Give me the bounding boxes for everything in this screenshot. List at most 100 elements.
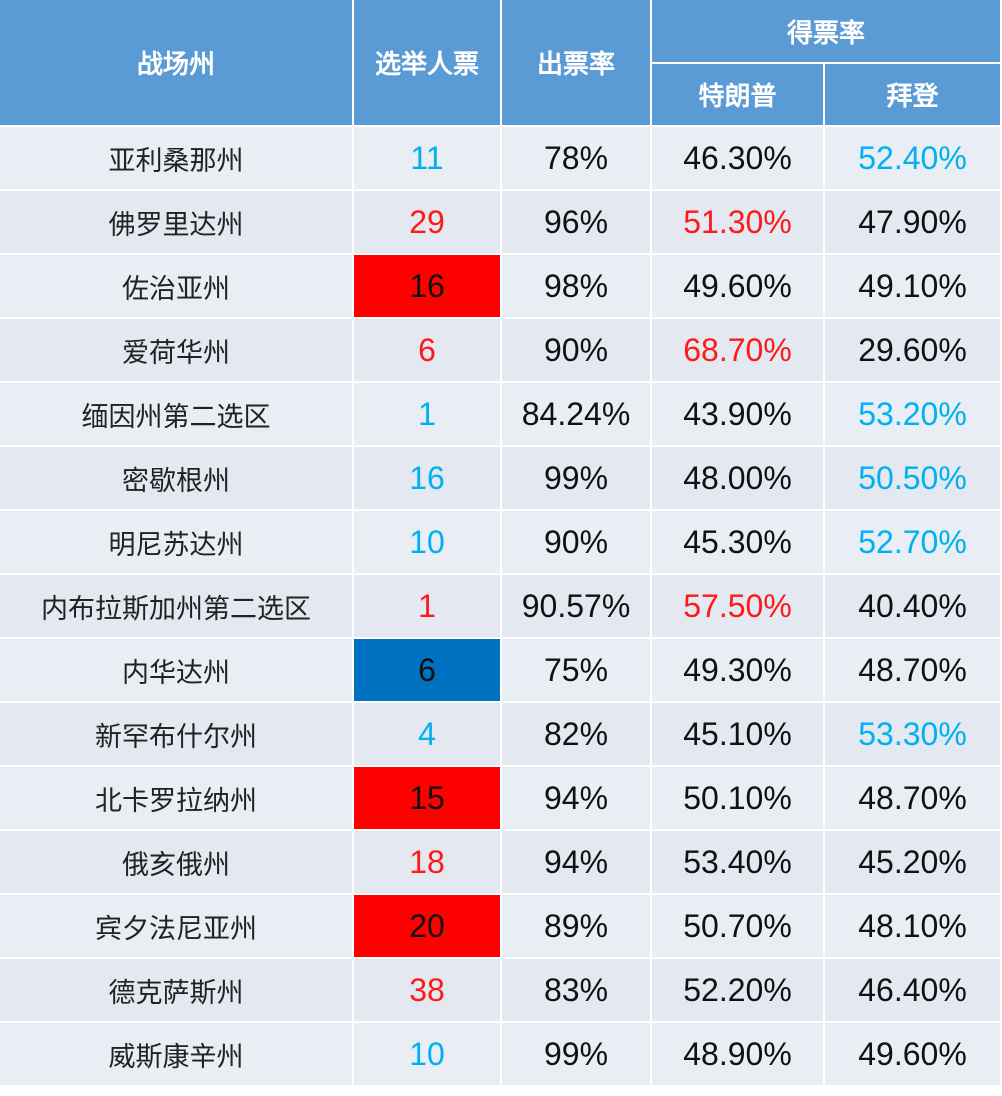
trump-share-cell: 53.40% (652, 831, 825, 895)
electoral-votes-cell: 10 (354, 511, 502, 575)
state-cell: 内华达州 (0, 639, 354, 703)
state-cell: 俄亥俄州 (0, 831, 354, 895)
state-cell: 宾夕法尼亚州 (0, 895, 354, 959)
header-biden: 拜登 (825, 64, 1001, 127)
biden-share-cell: 50.50% (825, 447, 1001, 511)
state-cell: 明尼苏达州 (0, 511, 354, 575)
state-cell: 内布拉斯加州第二选区 (0, 575, 354, 639)
table-row: 爱荷华州 6 90% 68.70% 29.60% (0, 319, 1001, 383)
biden-share-cell: 53.30% (825, 703, 1001, 767)
table-row: 俄亥俄州 18 94% 53.40% 45.20% (0, 831, 1001, 895)
trump-share-cell: 51.30% (652, 191, 825, 255)
electoral-votes-cell: 16 (354, 447, 502, 511)
table-row: 明尼苏达州 10 90% 45.30% 52.70% (0, 511, 1001, 575)
trump-share-cell: 45.30% (652, 511, 825, 575)
table-row: 亚利桑那州 11 78% 46.30% 52.40% (0, 127, 1001, 191)
turnout-cell: 84.24% (502, 383, 652, 447)
trump-share-cell: 46.30% (652, 127, 825, 191)
header-electoral-votes: 选举人票 (354, 0, 502, 127)
state-cell: 德克萨斯州 (0, 959, 354, 1023)
turnout-cell: 98% (502, 255, 652, 319)
electoral-votes-cell: 1 (354, 575, 502, 639)
electoral-votes-cell: 29 (354, 191, 502, 255)
header-vote-share: 得票率 (652, 0, 1001, 64)
biden-share-cell: 47.90% (825, 191, 1001, 255)
trump-share-cell: 49.60% (652, 255, 825, 319)
state-cell: 密歇根州 (0, 447, 354, 511)
electoral-votes-cell: 38 (354, 959, 502, 1023)
biden-share-cell: 53.20% (825, 383, 1001, 447)
table-row: 内华达州 6 75% 49.30% 48.70% (0, 639, 1001, 703)
biden-share-cell: 48.70% (825, 639, 1001, 703)
electoral-votes-cell: 6 (354, 319, 502, 383)
biden-share-cell: 29.60% (825, 319, 1001, 383)
biden-share-cell: 48.10% (825, 895, 1001, 959)
table-row: 德克萨斯州 38 83% 52.20% 46.40% (0, 959, 1001, 1023)
state-cell: 缅因州第二选区 (0, 383, 354, 447)
electoral-votes-cell: 15 (354, 767, 502, 831)
table-row: 新罕布什尔州 4 82% 45.10% 53.30% (0, 703, 1001, 767)
header-subrow: 特朗普 拜登 (0, 64, 1001, 127)
turnout-cell: 90% (502, 511, 652, 575)
turnout-cell: 78% (502, 127, 652, 191)
biden-share-cell: 52.70% (825, 511, 1001, 575)
electoral-votes-cell: 4 (354, 703, 502, 767)
state-cell: 佛罗里达州 (0, 191, 354, 255)
table-row: 宾夕法尼亚州 20 89% 50.70% 48.10% (0, 895, 1001, 959)
table-row: 威斯康辛州 10 99% 48.90% 49.60% (0, 1023, 1001, 1087)
trump-share-cell: 48.00% (652, 447, 825, 511)
trump-share-cell: 50.10% (652, 767, 825, 831)
table-row: 内布拉斯加州第二选区 1 90.57% 57.50% 40.40% (0, 575, 1001, 639)
state-cell: 新罕布什尔州 (0, 703, 354, 767)
header-trump: 特朗普 (652, 64, 825, 127)
trump-share-cell: 48.90% (652, 1023, 825, 1087)
electoral-votes-cell: 11 (354, 127, 502, 191)
state-cell: 亚利桑那州 (0, 127, 354, 191)
turnout-cell: 90% (502, 319, 652, 383)
trump-share-cell: 68.70% (652, 319, 825, 383)
table-row: 佐治亚州 16 98% 49.60% 49.10% (0, 255, 1001, 319)
trump-share-cell: 43.90% (652, 383, 825, 447)
turnout-cell: 94% (502, 767, 652, 831)
state-cell: 佐治亚州 (0, 255, 354, 319)
turnout-cell: 89% (502, 895, 652, 959)
electoral-votes-cell: 6 (354, 639, 502, 703)
state-cell: 爱荷华州 (0, 319, 354, 383)
turnout-cell: 94% (502, 831, 652, 895)
turnout-cell: 99% (502, 447, 652, 511)
trump-share-cell: 45.10% (652, 703, 825, 767)
table-row: 北卡罗拉纳州 15 94% 50.10% 48.70% (0, 767, 1001, 831)
biden-share-cell: 40.40% (825, 575, 1001, 639)
turnout-cell: 83% (502, 959, 652, 1023)
electoral-votes-cell: 20 (354, 895, 502, 959)
biden-share-cell: 46.40% (825, 959, 1001, 1023)
turnout-cell: 75% (502, 639, 652, 703)
trump-share-cell: 49.30% (652, 639, 825, 703)
turnout-cell: 99% (502, 1023, 652, 1087)
electoral-votes-cell: 18 (354, 831, 502, 895)
table-row: 缅因州第二选区 1 84.24% 43.90% 53.20% (0, 383, 1001, 447)
state-cell: 威斯康辛州 (0, 1023, 354, 1087)
turnout-cell: 82% (502, 703, 652, 767)
turnout-cell: 90.57% (502, 575, 652, 639)
header-row: 战场州 选举人票 出票率 得票率 (0, 0, 1001, 127)
table-row: 密歇根州 16 99% 48.00% 50.50% (0, 447, 1001, 511)
header-state: 战场州 (0, 0, 354, 127)
trump-share-cell: 57.50% (652, 575, 825, 639)
electoral-votes-cell: 16 (354, 255, 502, 319)
electoral-votes-cell: 1 (354, 383, 502, 447)
trump-share-cell: 52.20% (652, 959, 825, 1023)
biden-share-cell: 52.40% (825, 127, 1001, 191)
header-turnout: 出票率 (502, 0, 652, 127)
turnout-cell: 96% (502, 191, 652, 255)
trump-share-cell: 50.70% (652, 895, 825, 959)
biden-share-cell: 49.10% (825, 255, 1001, 319)
biden-share-cell: 45.20% (825, 831, 1001, 895)
biden-share-cell: 48.70% (825, 767, 1001, 831)
biden-share-cell: 49.60% (825, 1023, 1001, 1087)
electoral-votes-cell: 10 (354, 1023, 502, 1087)
table-row: 佛罗里达州 29 96% 51.30% 47.90% (0, 191, 1001, 255)
state-cell: 北卡罗拉纳州 (0, 767, 354, 831)
